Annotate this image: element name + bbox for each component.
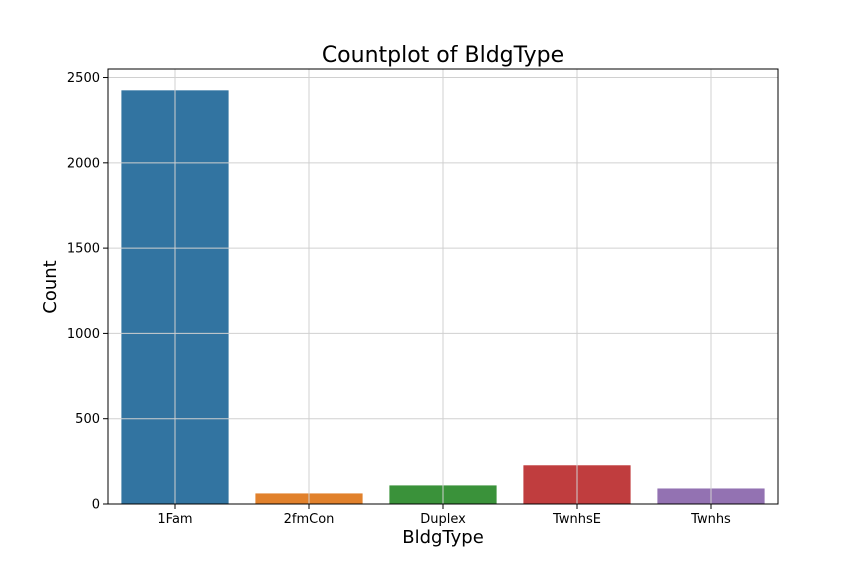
x-tick-label: TwnhsE [552, 512, 601, 527]
x-tick-label: Twnhs [690, 512, 731, 527]
x-tick-label: 1Fam [157, 512, 192, 527]
y-tick-label: 500 [75, 412, 100, 427]
x-axis-ticks: 1Fam 2fmCon Duplex TwnhsE Twnhs [157, 504, 731, 527]
y-axis-label: Count [40, 260, 61, 313]
y-tick-label: 0 [92, 498, 100, 513]
y-tick-label: 1500 [67, 242, 100, 257]
y-axis-ticks: 0 500 1000 1500 2000 2500 [67, 71, 108, 513]
chart-title: Countplot of BldgType [322, 43, 564, 68]
x-tick-label: 2fmCon [284, 512, 335, 527]
y-tick-label: 2500 [67, 71, 100, 86]
y-tick-label: 1000 [67, 327, 100, 342]
x-axis-label: BldgType [402, 527, 484, 548]
x-tick-label: Duplex [420, 512, 466, 527]
y-tick-label: 2000 [67, 156, 100, 171]
